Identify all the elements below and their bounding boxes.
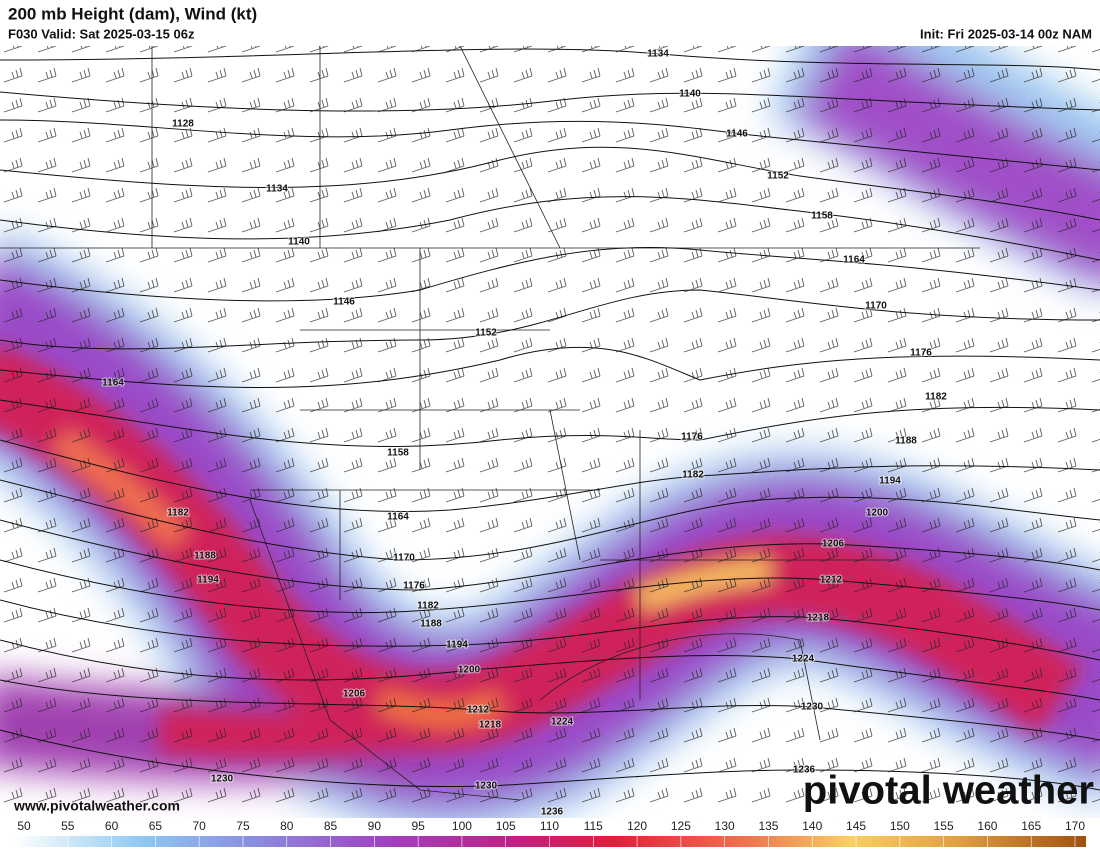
colorbar-tick-label: 160: [977, 819, 997, 833]
contour-label: 1134: [647, 49, 669, 60]
contour-label: 1164: [843, 255, 865, 266]
title: 200 mb Height (dam), Wind (kt): [8, 4, 257, 23]
contour-label: 1188: [420, 619, 442, 630]
contour-label: 1182: [417, 601, 439, 612]
contour-label: 1236: [541, 807, 564, 818]
contour-label: 1170: [865, 301, 887, 312]
contour-label: 1182: [925, 392, 947, 403]
colorbar-tick-label: 60: [105, 819, 119, 833]
contour-label: 1140: [679, 89, 701, 100]
colorbar-tick-label: 85: [324, 819, 338, 833]
colorbar-tick-label: 125: [671, 819, 691, 833]
colorbar-tick-label: 130: [715, 819, 735, 833]
contour-label: 1152: [767, 171, 789, 182]
header: 200 mb Height (dam), Wind (kt) F030 Vali…: [8, 4, 1092, 41]
colorbar-tick-label: 75: [236, 819, 250, 833]
contour-label: 1140: [288, 237, 310, 248]
contour-label: 1224: [792, 654, 815, 665]
colorbar-tick-label: 140: [802, 819, 822, 833]
contour-label: 1206: [343, 689, 366, 700]
contour-label: 1152: [475, 328, 497, 339]
colorbar-tick-label: 95: [411, 819, 425, 833]
contour-label: 1134: [266, 184, 288, 195]
brand-watermark: pivotal weather: [803, 769, 1094, 813]
contour-labels: 1134 1140 1128 1146 1152 1134 1158 1140 1164 1146…: [101, 48, 948, 818]
colorbar-tick-label: 55: [61, 819, 75, 833]
contour-label: 1230: [211, 774, 234, 785]
colorbar-tick-label: 165: [1021, 819, 1041, 833]
contour-label: 1212: [820, 575, 843, 586]
colorbar-tick-label: 90: [368, 819, 382, 833]
contour-label: 1182: [167, 508, 189, 519]
colorbar-tick-label: 170: [1065, 819, 1085, 833]
contour-label: 1206: [822, 539, 845, 550]
contour-label: 1176: [403, 581, 425, 592]
footer: www.pivotalweather.com pivotal weather: [13, 769, 1094, 814]
colorbar-tick-label: 80: [280, 819, 294, 833]
contour-label: 1200: [866, 508, 889, 519]
contour-label: 1164: [387, 512, 409, 523]
colorbar-gradient: [14, 836, 1086, 847]
colorbar-tick-label: 70: [192, 819, 206, 833]
contour-label: 1224: [551, 717, 574, 728]
colorbar-tick-label: 65: [149, 819, 163, 833]
colorbar-tick-label: 155: [934, 819, 954, 833]
contour-label: 1218: [807, 613, 830, 624]
colorbar-tick-label: 110: [540, 819, 559, 833]
contour-label: 1200: [458, 665, 481, 676]
init-time: Init: Fri 2025-03-14 00z NAM: [920, 26, 1092, 41]
contour-label: 1212: [467, 705, 490, 716]
contour-label: 1236: [793, 765, 816, 776]
contour-label: 1194: [879, 476, 901, 487]
map-area: 1134 1140 1128 1146 1152 1134 1158 1140 1164 1146…: [0, 46, 1100, 818]
contour-label: 1218: [479, 720, 502, 731]
contour-label: 1146: [333, 297, 355, 308]
colorbar-tick-label: 115: [584, 819, 603, 833]
colorbar-tick-label: 50: [17, 819, 31, 833]
contour-label: 1182: [682, 470, 704, 481]
contour-label: 1170: [393, 553, 415, 564]
contour-label: 1176: [910, 348, 932, 359]
contour-label: 1188: [895, 436, 917, 447]
valid-time: F030 Valid: Sat 2025-03-15 06z: [8, 26, 195, 41]
colorbar-tick-label: 145: [846, 819, 866, 833]
colorbar-tick-label: 150: [890, 819, 910, 833]
contour-label: 1194: [197, 575, 219, 586]
colorbar-tick-label: 105: [496, 819, 516, 833]
colorbar-tick-label: 120: [627, 819, 647, 833]
contour-label: 1128: [172, 119, 194, 130]
contour-label: 1188: [194, 551, 216, 562]
contour-label: 1146: [726, 129, 748, 140]
colorbar-tick-label: 100: [452, 819, 472, 833]
contour-label: 1164: [102, 378, 124, 389]
contour-label: 1194: [446, 640, 468, 651]
contour-label: 1176: [681, 432, 703, 443]
site-url: www.pivotalweather.com: [13, 798, 180, 814]
contour-label: 1158: [811, 211, 833, 222]
colorbar: 50 55 60 65 70 75 80 85 90 95 100 105 110 115 120 125 13…: [14, 819, 1086, 847]
colorbar-tick-label: 135: [758, 819, 778, 833]
contours: [0, 48, 1100, 791]
contour-label: 1158: [387, 448, 409, 459]
contour-label: 1230: [475, 781, 498, 792]
contour-label: 1230: [801, 702, 824, 713]
